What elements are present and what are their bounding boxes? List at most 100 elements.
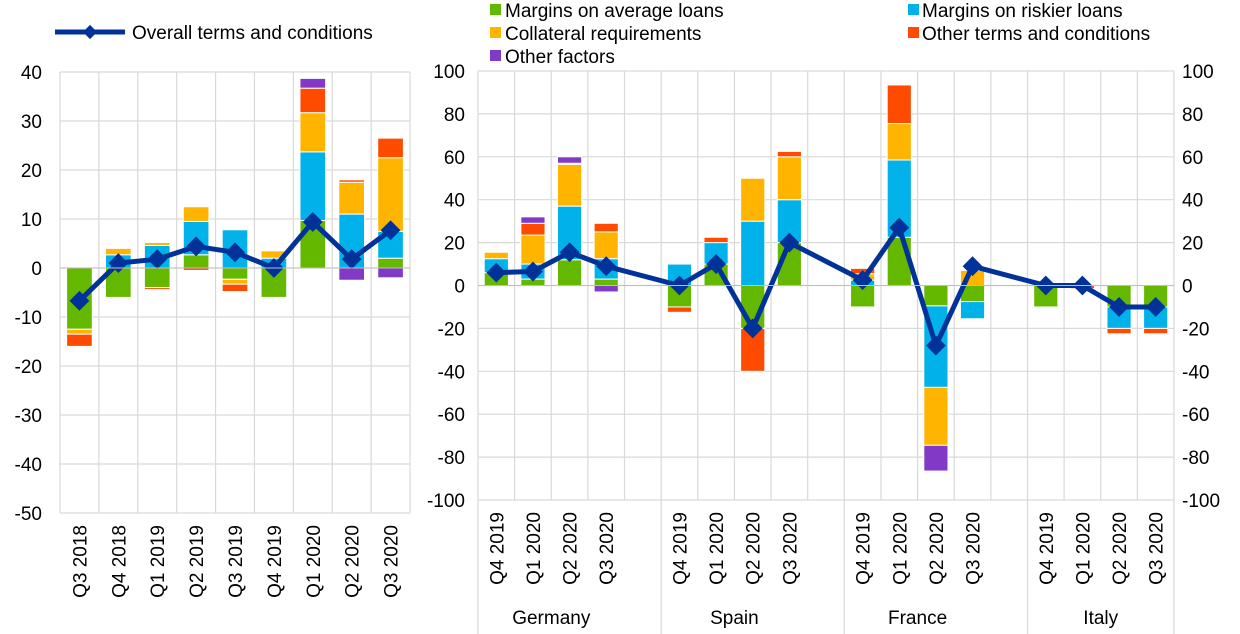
x-tick-label: Q1 2020 (524, 512, 545, 585)
bar-segment-other-terms (143, 287, 171, 291)
legend-swatch-purple (490, 50, 501, 61)
x-tick-label: Q2 2020 (927, 512, 948, 585)
y-tick-label: 80 (444, 105, 465, 126)
overall-marker (341, 249, 362, 270)
x-tick-label: Q2 2020 (744, 512, 765, 585)
x-tick-label: Q1 2020 (304, 525, 325, 598)
y-tick-label: -60 (438, 405, 465, 426)
overall-marker (1109, 297, 1129, 317)
bar-segment-other-terms (377, 137, 404, 159)
legend: Overall terms and conditions Margins on … (55, 1, 1150, 68)
bar-segment-other-factors (338, 267, 366, 281)
y-tick-label-right: 80 (1182, 105, 1203, 126)
x-tick-label: Q3 2019 (226, 525, 247, 598)
bar-segment-collateral (556, 163, 583, 207)
x-tick-label: Q1 2020 (1073, 512, 1094, 585)
y-tick-label: 40 (21, 63, 42, 84)
bar-segment-average-loans (182, 254, 210, 269)
bar-segment-collateral (299, 112, 327, 153)
x-tick-label: Q4 2019 (487, 512, 508, 585)
y-tick-label-right: -80 (1182, 448, 1209, 469)
overall-marker (925, 335, 946, 356)
bar-segment-riskier-loans (740, 220, 766, 286)
legend-label-other-factors: Other factors (505, 47, 615, 68)
legend-swatch-yellow (490, 27, 501, 38)
bar-segment-other-terms (66, 333, 93, 347)
bar-segment-collateral (923, 386, 949, 446)
overall-marker (302, 212, 323, 232)
y-tick-label-right: 60 (1182, 148, 1203, 169)
legend-overall-label: Overall terms and conditions (132, 23, 373, 44)
bar-segment-other-factors (377, 267, 404, 279)
bar-segment-other-terms (776, 150, 802, 158)
bar-segment-collateral (66, 328, 93, 335)
overall-marker (596, 256, 617, 277)
country-label-spain: Spain (710, 608, 759, 629)
y-tick-label: 60 (444, 148, 465, 169)
y-tick-label: -40 (438, 362, 465, 383)
y-tick-label: 0 (454, 277, 465, 298)
country-label-italy: Italy (1083, 608, 1118, 629)
bar-segment-other-terms (221, 283, 249, 293)
bar-segment-other-factors (520, 216, 546, 224)
y-tick-label-right: 20 (1182, 234, 1203, 255)
x-tick-label: Q3 2020 (964, 512, 985, 585)
y-tick-label: -20 (15, 357, 42, 378)
x-tick-label: Q3 2018 (70, 525, 91, 598)
y-tick-label: -30 (15, 406, 42, 427)
overall-marker (1145, 297, 1166, 317)
y-tick-label: 10 (21, 210, 42, 231)
overall-marker (225, 242, 245, 263)
bar-segment-other-terms (338, 179, 366, 183)
legend-overall-marker-icon (82, 24, 98, 40)
bar-segment-collateral (886, 123, 912, 161)
y-tick-label-right: 0 (1182, 277, 1193, 298)
legend-label-other-terms: Other terms and conditions (922, 24, 1150, 45)
bar-segment-collateral (740, 177, 766, 222)
bar-segment-other-terms (1143, 327, 1169, 335)
overall-marker (523, 261, 543, 282)
y-tick-label-right: -100 (1182, 491, 1220, 512)
x-tick-label: Q4 2019 (670, 512, 691, 585)
bar-segment-average-loans (221, 267, 249, 280)
x-tick-label: Q2 2020 (561, 512, 582, 585)
overall-marker (186, 236, 207, 257)
y-tick-label: 20 (21, 161, 42, 182)
bar-segment-other-terms (1106, 327, 1132, 335)
bar-segment-average-loans (143, 267, 171, 289)
legend-swatch-green (490, 4, 501, 15)
overall-marker (69, 290, 90, 311)
bar-segment-average-loans (923, 285, 949, 307)
y-tick-label: 30 (21, 112, 42, 133)
overall-marker (706, 254, 727, 274)
bar-segment-collateral (182, 206, 210, 222)
x-tick-label: Q3 2020 (1147, 512, 1168, 585)
bar-segment-collateral (338, 181, 366, 215)
x-tick-label: Q2 2020 (1110, 512, 1131, 585)
legend-swatch-red (908, 27, 919, 38)
bar-segment-other-factors (593, 285, 619, 293)
bar-segment-riskier-loans (299, 151, 327, 221)
x-tick-label: Q3 2020 (780, 512, 801, 585)
y-tick-label: 0 (31, 259, 42, 280)
y-tick-label: -100 (427, 491, 465, 512)
overall-marker (147, 249, 168, 270)
x-tick-label: Q4 2018 (109, 525, 130, 598)
x-tick-label: Q1 2020 (707, 512, 728, 585)
overall-marker (486, 262, 507, 283)
bar-segment-other-terms (666, 306, 693, 313)
overall-marker (962, 256, 983, 277)
y-tick-label: -10 (15, 308, 42, 329)
legend-label-riskier-loans: Margins on riskier loans (922, 1, 1123, 22)
bar-segment-collateral (143, 242, 171, 246)
x-tick-label: Q2 2020 (343, 525, 364, 598)
bar-segment-other-terms (703, 236, 729, 244)
x-tick-label: Q3 2020 (382, 525, 403, 598)
bar-segment-collateral (221, 278, 249, 285)
bar-segment-other-terms (593, 222, 619, 233)
x-tick-label: Q1 2020 (890, 512, 911, 585)
legend-label-collateral: Collateral requirements (505, 24, 701, 45)
legend-label-average-loans: Margins on average loans (505, 1, 724, 22)
y-tick-label: -20 (438, 319, 465, 340)
